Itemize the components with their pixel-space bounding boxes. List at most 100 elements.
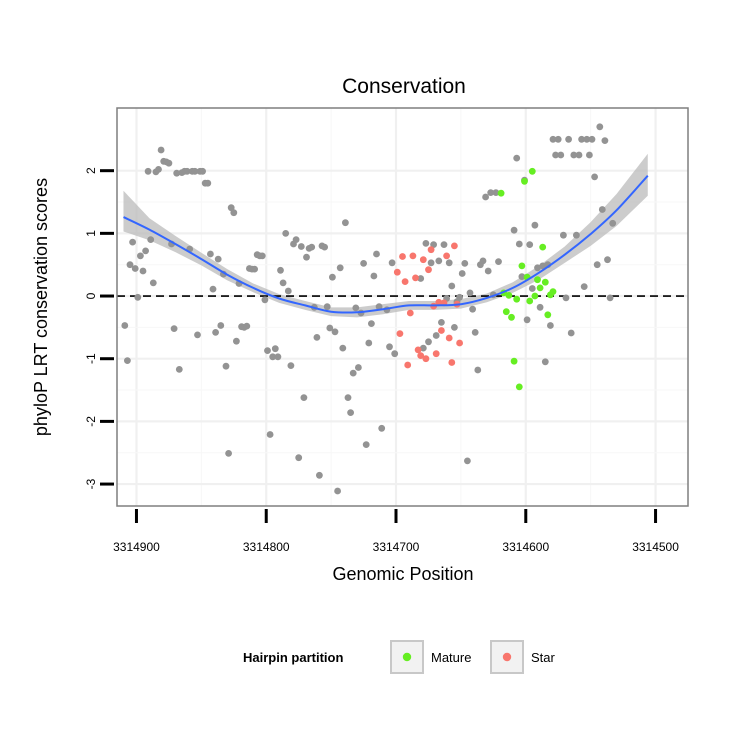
data-point-star xyxy=(456,339,463,347)
data-point-mature xyxy=(534,276,541,284)
data-point-star xyxy=(406,309,414,317)
data-point-other xyxy=(565,135,572,143)
data-point-other xyxy=(199,167,207,175)
data-point-other xyxy=(391,350,399,358)
data-point-other xyxy=(552,151,559,159)
data-point-other xyxy=(464,457,471,465)
data-point-other xyxy=(368,320,375,327)
data-point-other xyxy=(609,219,617,227)
data-point-other xyxy=(492,189,500,197)
data-point-mature xyxy=(536,284,544,292)
data-point-other xyxy=(336,264,344,272)
data-point-other xyxy=(495,258,502,265)
data-point-other xyxy=(541,358,549,366)
data-point-other xyxy=(303,253,310,261)
data-points xyxy=(121,123,617,495)
x-axis-title: Genomic Position xyxy=(332,564,473,584)
data-point-other xyxy=(570,151,578,159)
data-point-star xyxy=(409,252,417,260)
data-point-other xyxy=(440,241,448,249)
data-point-other xyxy=(591,173,598,181)
data-point-other xyxy=(425,338,432,346)
data-point-other xyxy=(531,221,539,229)
data-point-mature xyxy=(521,177,528,185)
x-axis: 3314900 3314800 3314700 3314600 3314500 xyxy=(113,509,679,554)
data-point-mature xyxy=(544,311,552,319)
data-point-star xyxy=(419,256,427,264)
data-point-other xyxy=(147,236,155,244)
data-point-star xyxy=(432,350,440,358)
data-point-other xyxy=(271,345,279,353)
data-point-other xyxy=(230,209,238,217)
data-point-other xyxy=(448,282,456,290)
data-point-other xyxy=(214,255,222,263)
data-point-star xyxy=(445,334,453,342)
data-point-other xyxy=(601,137,609,145)
data-point-other xyxy=(227,204,235,212)
data-point-other xyxy=(344,394,352,401)
data-point-other xyxy=(588,135,596,143)
data-point-other xyxy=(430,241,437,249)
data-point-mature xyxy=(502,308,510,316)
data-point-other xyxy=(438,319,445,326)
data-point-other xyxy=(165,159,173,167)
data-point-other xyxy=(567,329,575,337)
smooth-curve-layer xyxy=(123,175,649,314)
data-point-other xyxy=(233,337,240,345)
data-point-other xyxy=(144,167,152,175)
data-point-other xyxy=(339,344,347,352)
data-point-other xyxy=(131,265,139,272)
x-tick-label: 3314600 xyxy=(502,540,549,554)
data-point-other xyxy=(292,236,300,244)
data-point-other xyxy=(373,250,380,258)
data-point-other xyxy=(562,294,570,302)
legend-key-mature xyxy=(390,640,424,674)
data-point-other xyxy=(554,135,562,143)
data-point-other xyxy=(365,339,373,347)
data-point-other xyxy=(355,364,362,371)
data-point-star xyxy=(404,361,412,369)
data-point-other xyxy=(323,303,331,311)
data-point-other xyxy=(212,329,220,336)
grid-lines xyxy=(117,108,688,506)
data-point-mature xyxy=(526,297,534,305)
data-point-star xyxy=(425,266,432,274)
data-point-other xyxy=(329,273,336,281)
data-point-other xyxy=(388,259,396,267)
data-point-star xyxy=(401,278,409,285)
data-point-other xyxy=(451,324,458,331)
data-point-other xyxy=(604,256,611,264)
data-point-other xyxy=(370,272,378,280)
x-tick-label: 3314900 xyxy=(113,540,160,554)
data-point-other xyxy=(466,289,474,297)
data-point-other xyxy=(523,316,531,324)
data-point-other xyxy=(279,279,287,287)
y-tick-label: 2 xyxy=(84,167,98,174)
data-point-mature xyxy=(549,288,557,295)
data-point-other xyxy=(580,283,588,290)
data-point-other xyxy=(549,135,557,143)
x-tick-label: 3314700 xyxy=(373,540,420,554)
data-point-other xyxy=(137,252,144,260)
data-point-other xyxy=(417,275,425,282)
data-point-other xyxy=(606,294,614,302)
data-point-mature xyxy=(505,292,513,299)
data-point-other xyxy=(204,179,212,187)
data-point-other xyxy=(217,322,225,329)
data-point-other xyxy=(194,331,201,339)
data-point-other xyxy=(461,260,469,267)
data-point-star xyxy=(393,268,401,276)
data-point-other xyxy=(360,260,367,267)
data-point-other xyxy=(129,238,137,246)
legend-title: Hairpin partition xyxy=(243,650,343,665)
data-point-other xyxy=(578,135,585,143)
x-tick-label: 3314800 xyxy=(243,540,290,554)
y-tick-label: 0 xyxy=(84,292,98,299)
data-point-mature xyxy=(497,189,505,197)
data-point-other xyxy=(207,250,214,258)
legend-label-mature: Mature xyxy=(431,650,471,665)
data-point-star xyxy=(414,346,422,354)
data-point-star xyxy=(412,274,419,282)
legend-key-star xyxy=(490,640,524,674)
data-point-mature xyxy=(531,292,539,300)
